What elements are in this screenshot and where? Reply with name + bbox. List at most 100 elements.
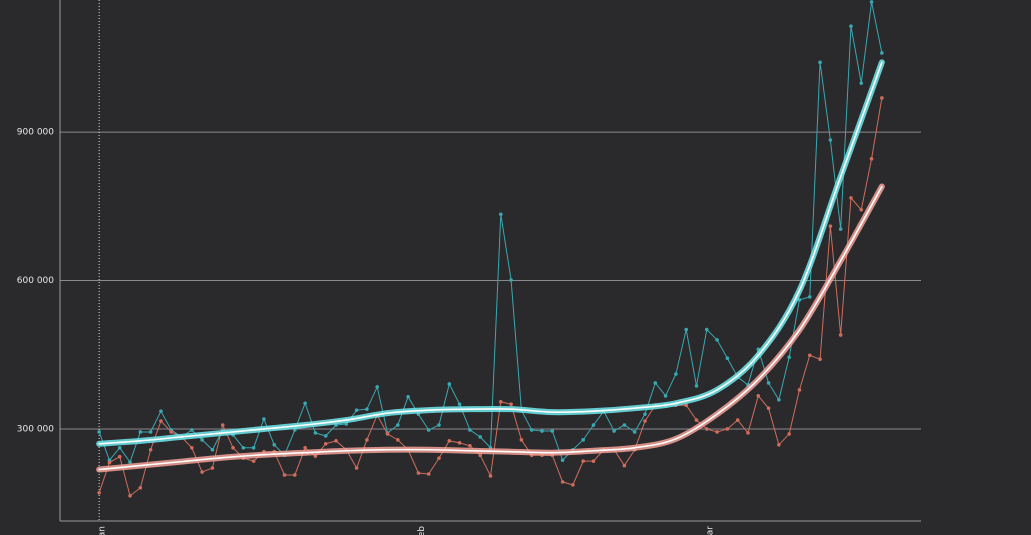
y-tick-label: 600 000 — [17, 276, 54, 286]
data-point — [560, 480, 565, 484]
data-point — [550, 429, 555, 433]
data-point — [138, 486, 143, 490]
data-point — [859, 81, 864, 85]
data-point — [746, 431, 750, 435]
data-point — [725, 427, 730, 431]
data-point — [231, 445, 235, 450]
data-point — [313, 431, 318, 435]
data-point — [849, 196, 853, 200]
data-point — [828, 224, 833, 228]
data-point — [128, 460, 132, 464]
data-point — [251, 445, 256, 450]
data-point — [406, 395, 410, 399]
data-point — [365, 407, 369, 411]
data-point — [148, 430, 153, 434]
data-point — [468, 443, 472, 448]
data-point — [323, 434, 328, 438]
data-point — [303, 445, 307, 450]
data-point — [838, 227, 843, 231]
data-point — [704, 327, 709, 332]
data-point — [272, 443, 277, 447]
data-point — [509, 278, 513, 282]
data-point — [498, 212, 503, 217]
data-point — [766, 406, 771, 410]
trend-line — [98, 185, 883, 471]
data-point — [375, 385, 380, 389]
y-tick-label: 900 000 — [17, 128, 54, 138]
data-point — [97, 490, 101, 495]
data-point — [478, 435, 483, 439]
data-point — [756, 394, 761, 398]
data-point — [818, 357, 822, 362]
data-point — [210, 466, 215, 470]
data-point — [354, 408, 359, 412]
data-point — [509, 402, 513, 407]
trend-glow — [96, 59, 885, 447]
data-line — [98, 1, 883, 464]
data-point — [560, 458, 565, 462]
x-tick-label: ar — [705, 526, 715, 535]
data-point — [334, 439, 338, 443]
data-point — [653, 381, 658, 385]
data-point — [859, 207, 864, 212]
data-point — [694, 384, 699, 388]
data-point — [447, 439, 452, 443]
data-point — [354, 466, 359, 470]
data-point — [581, 438, 585, 442]
data-point — [396, 423, 400, 427]
data-point — [838, 333, 843, 337]
data-point — [251, 459, 256, 463]
data-point — [303, 401, 307, 406]
data-point — [97, 430, 101, 434]
data-point — [880, 96, 884, 100]
data-point — [828, 138, 833, 142]
data-point — [766, 381, 771, 385]
data-point — [200, 438, 204, 442]
data-point — [385, 432, 390, 436]
data-point — [478, 453, 483, 457]
data-point — [694, 418, 699, 422]
data-point — [220, 423, 225, 427]
data-point — [540, 429, 544, 433]
data-point — [622, 423, 627, 427]
data-point — [426, 472, 431, 476]
data-point — [169, 430, 174, 434]
data-point — [612, 429, 616, 433]
data-point — [643, 419, 647, 423]
data-point — [437, 456, 441, 460]
data-point — [210, 447, 215, 452]
x-tick-label: eb — [417, 526, 427, 535]
data-point — [777, 443, 781, 447]
data-point — [262, 417, 266, 421]
data-point — [787, 432, 791, 436]
data-point — [396, 438, 400, 442]
data-point — [591, 423, 596, 427]
data-point — [138, 430, 143, 434]
data-point — [519, 438, 524, 442]
data-point — [241, 445, 246, 450]
data-point — [715, 430, 719, 434]
data-point — [807, 295, 812, 299]
x-tick-label: an — [98, 526, 108, 535]
data-point — [313, 454, 318, 458]
data-point — [529, 428, 534, 432]
data-point — [107, 458, 112, 462]
data-point — [674, 372, 678, 376]
data-point — [880, 51, 884, 55]
data-point — [663, 394, 668, 398]
data-point — [684, 327, 688, 332]
data-point — [869, 157, 874, 161]
data-point — [684, 403, 688, 408]
data-point — [849, 24, 853, 29]
data-point — [715, 338, 719, 342]
data-point — [725, 356, 730, 361]
data-point — [117, 454, 122, 459]
data-point — [107, 460, 112, 465]
data-point — [632, 430, 637, 434]
data-point — [498, 399, 503, 404]
trend-glow — [96, 183, 885, 473]
data-point — [457, 402, 462, 407]
data-point — [787, 355, 791, 360]
data-point — [282, 473, 287, 477]
